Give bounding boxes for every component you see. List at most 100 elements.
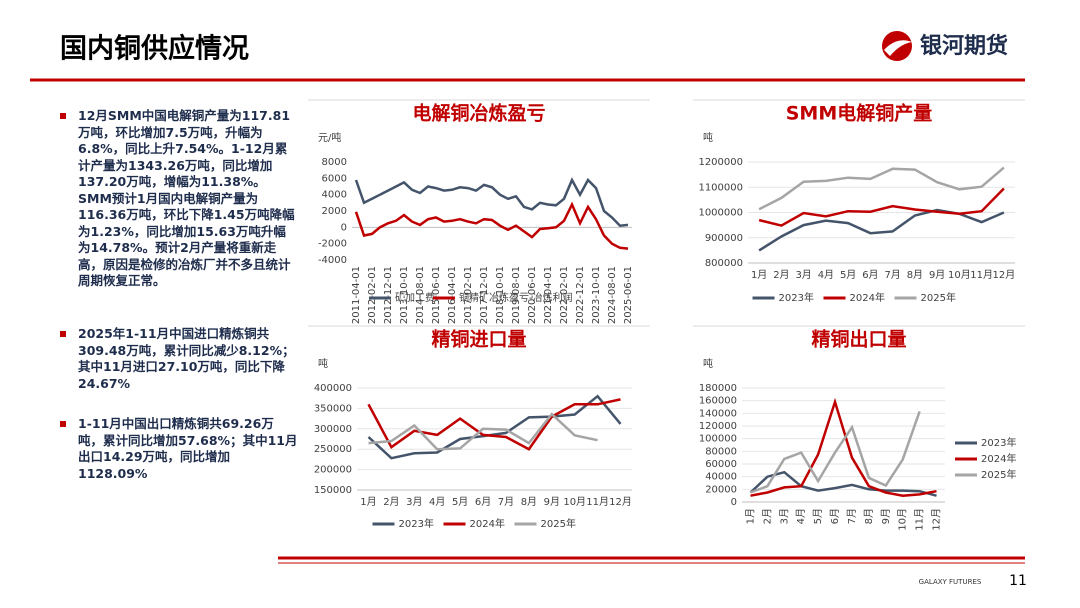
y-tick-label: 80000 bbox=[705, 446, 737, 457]
y-axis-label: 吨 bbox=[318, 357, 328, 370]
y-tick-label: 400000 bbox=[314, 383, 352, 394]
chart-title: 精铜出口量 bbox=[811, 328, 906, 351]
x-tick-label: 2024-08-01 bbox=[607, 266, 618, 324]
x-tick-label: 1月 bbox=[751, 269, 767, 281]
legend-label: 2025年 bbox=[981, 468, 1016, 481]
x-tick-label: 5月 bbox=[452, 496, 468, 508]
footer-brand: GALAXY FUTURES bbox=[919, 578, 982, 586]
x-tick-label: 2月 bbox=[773, 269, 789, 281]
x-tick-label: 2015-06-01 bbox=[431, 266, 442, 324]
y-tick-label: 4000 bbox=[322, 190, 347, 201]
bullet: 1-11月中国出口精炼铜共69.26万吨，累计同比增加57.68%；其中11月出… bbox=[60, 416, 298, 482]
x-tick-label: 2013-10-01 bbox=[399, 266, 410, 324]
y-tick-label: 100000 bbox=[699, 434, 737, 445]
bullet: 2025年1-11月中国进口精炼铜共309.48万吨，累计同比减少8.12%；其… bbox=[60, 326, 298, 392]
y-tick-label: 160000 bbox=[699, 396, 737, 407]
y-tick-label: 0 bbox=[731, 497, 737, 508]
x-tick-label: 9月 bbox=[929, 269, 945, 281]
x-tick-label: 4月 bbox=[818, 269, 834, 281]
x-tick-label: 2023-10-01 bbox=[591, 266, 602, 324]
logo-text: 银河期货 bbox=[920, 33, 1008, 59]
y-tick-label: 60000 bbox=[705, 459, 737, 470]
x-tick-label: 8月 bbox=[907, 269, 923, 281]
y-tick-label: 6000 bbox=[322, 173, 347, 184]
y-tick-label: 350000 bbox=[314, 403, 352, 414]
chart-title: 精铜进口量 bbox=[431, 328, 526, 351]
x-tick-label: 2017-12-01 bbox=[479, 266, 490, 324]
series-line bbox=[354, 177, 629, 228]
y-axis-label: 吨 bbox=[703, 357, 713, 370]
x-tick-label: 9月 bbox=[544, 496, 560, 508]
y-axis-label: 元/吨 bbox=[318, 131, 341, 144]
y-tick-label: 250000 bbox=[314, 444, 352, 455]
x-tick-label: 10月 bbox=[897, 508, 909, 531]
x-tick-label: 8月 bbox=[521, 496, 537, 508]
x-tick-label: 12月 bbox=[993, 269, 1016, 281]
legend-label: 2024年 bbox=[981, 452, 1016, 465]
x-tick-label: 3月 bbox=[778, 508, 790, 524]
series-line bbox=[749, 470, 937, 497]
x-tick-label: 2017-02-01 bbox=[463, 266, 474, 324]
y-tick-label: 140000 bbox=[699, 408, 737, 419]
x-tick-label: 11月 bbox=[914, 508, 926, 531]
x-tick-label: 12月 bbox=[609, 496, 632, 508]
legend-label: 2023年 bbox=[399, 517, 434, 530]
series-line bbox=[354, 201, 629, 250]
x-tick-label: 2016-04-01 bbox=[447, 266, 458, 324]
x-tick-label: 5月 bbox=[840, 269, 856, 281]
x-tick-label: 7月 bbox=[498, 496, 514, 508]
legend-label: 矿加工费 bbox=[395, 291, 435, 304]
x-tick-label: 2018-10-01 bbox=[495, 266, 506, 324]
x-tick-label: 2011-04-01 bbox=[351, 266, 362, 324]
series-line bbox=[368, 412, 598, 451]
x-tick-label: 2012-12-01 bbox=[383, 266, 394, 324]
series-line bbox=[367, 398, 621, 451]
legend-label: 2025年 bbox=[541, 517, 576, 530]
y-tick-label: -4000 bbox=[318, 255, 347, 266]
y-tick-label: 0 bbox=[341, 222, 347, 233]
y-tick-label: 800000 bbox=[705, 258, 743, 269]
x-tick-label: 7月 bbox=[846, 508, 858, 524]
x-tick-label: 2月 bbox=[383, 496, 399, 508]
page-number: 11 bbox=[1009, 573, 1027, 589]
x-tick-label: 2021-04-01 bbox=[543, 266, 554, 324]
y-tick-label: 180000 bbox=[699, 383, 737, 394]
series-line bbox=[758, 187, 1005, 227]
x-tick-label: 2012-02-01 bbox=[367, 266, 378, 324]
y-tick-label: 1100000 bbox=[698, 182, 743, 193]
y-tick-label: 900000 bbox=[705, 233, 743, 244]
x-tick-label: 2019-08-01 bbox=[511, 266, 522, 324]
legend-label: 2024年 bbox=[850, 291, 885, 304]
y-tick-label: 8000 bbox=[322, 157, 347, 168]
x-tick-label: 1月 bbox=[744, 508, 756, 524]
x-tick-label: 5月 bbox=[812, 508, 824, 524]
y-tick-label: -2000 bbox=[318, 239, 347, 250]
series-line bbox=[758, 166, 1005, 211]
y-axis-label: 吨 bbox=[703, 131, 713, 144]
y-tick-label: 40000 bbox=[705, 472, 737, 483]
x-tick-label: 12月 bbox=[931, 508, 943, 531]
x-tick-label: 4月 bbox=[429, 496, 445, 508]
series-line bbox=[750, 397, 937, 497]
legend-label: 2024年 bbox=[470, 517, 505, 530]
x-tick-label: 8月 bbox=[863, 508, 875, 524]
x-tick-label: 10月 bbox=[563, 496, 586, 508]
y-tick-label: 2000 bbox=[322, 206, 347, 217]
x-tick-label: 4月 bbox=[795, 508, 807, 524]
x-tick-label: 6月 bbox=[829, 508, 841, 524]
x-tick-label: 11月 bbox=[970, 269, 993, 281]
x-tick-label: 2025-06-01 bbox=[623, 266, 634, 324]
slide-title: 国内铜供应情况 bbox=[60, 33, 249, 65]
x-tick-label: 7月 bbox=[884, 269, 900, 281]
x-tick-label: 2020-06-01 bbox=[527, 266, 538, 324]
x-tick-label: 2014-08-01 bbox=[415, 266, 426, 324]
y-tick-label: 120000 bbox=[699, 421, 737, 432]
chart-title: SMM电解铜产量 bbox=[786, 102, 933, 125]
x-tick-label: 9月 bbox=[880, 508, 892, 524]
y-tick-label: 20000 bbox=[705, 484, 737, 495]
legend-label: 铜精矿冶炼盈亏-冶炼利润 bbox=[459, 291, 573, 304]
x-tick-label: 11月 bbox=[586, 496, 609, 508]
y-tick-label: 150000 bbox=[314, 485, 352, 496]
